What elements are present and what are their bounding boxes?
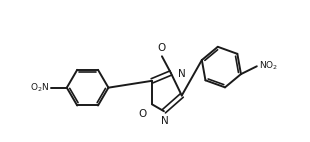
Text: N: N xyxy=(161,116,169,126)
Text: N: N xyxy=(178,69,186,79)
Text: O: O xyxy=(158,43,166,53)
Text: O$_2$N: O$_2$N xyxy=(30,81,49,94)
Text: O: O xyxy=(139,109,147,119)
Text: NO$_2$: NO$_2$ xyxy=(259,59,278,72)
